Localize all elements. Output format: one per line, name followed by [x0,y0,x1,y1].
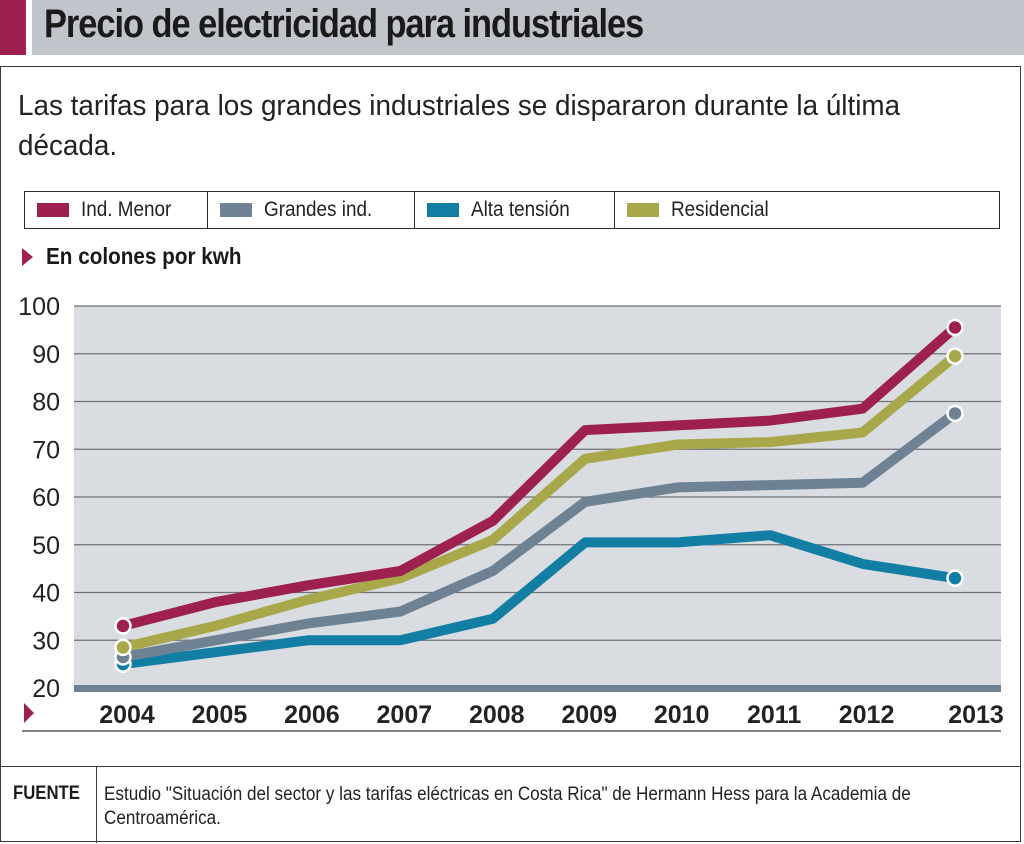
x-axis-triangle-icon [24,703,34,723]
source-label: FUENTE [13,783,80,804]
x-tick-label: 2012 [839,701,895,729]
series-line-ind-menor [118,322,960,631]
title-accent-bar [0,0,26,55]
chart-title: Precio de electricidad para industriales [44,2,644,46]
legend-label: Residencial [671,198,769,221]
x-axis-baseline [74,685,1001,692]
data-point-grandes-ind [946,404,964,423]
y-tick-label: 100 [18,293,60,321]
title-background [32,0,1024,55]
line-chart: 20 30 40 50 60 70 80 90 100 2004 2005 2006 2007 2008… [18,293,1004,732]
series-line-alta-tension [118,530,960,670]
x-tick-label: 2009 [561,701,617,729]
y-tick-label: 40 [32,580,60,608]
legend-item-alta-tension: Alta tensión [415,192,615,228]
y-tick-label: 80 [32,389,60,417]
data-point-residencial [114,638,132,657]
chart-subtitle: Las tarifas para los grandes industriale… [18,90,901,162]
y-tick-label: 20 [32,675,60,703]
x-tick-label: 2007 [377,701,433,729]
x-tick-label: 2008 [469,701,525,729]
data-point-ind-menor [114,617,132,635]
source-text: Estudio "Situación del sector y las tari… [104,784,911,829]
legend-swatch-ind-menor [37,203,69,217]
legend-item-ind-menor: Ind. Menor [25,192,208,228]
x-tick-label: 2006 [284,701,340,729]
legend-swatch-residencial [627,203,659,217]
data-point-alta-tension [946,569,964,587]
series-line-grandes-ind [118,408,960,662]
x-tick-label: 2013 [948,701,1004,729]
x-tick-label: 2011 [747,701,801,729]
legend-item-residencial: Residencial [615,192,999,228]
legend-label: Grandes ind. [264,198,373,221]
x-tick-label: 2005 [192,701,248,729]
data-point-residencial [946,347,964,365]
y-tick-label: 70 [32,436,60,464]
source-row: FUENTE Estudio "Situación del sector y l… [0,766,1021,843]
data-point-ind-menor [946,318,964,337]
unit-text: En colones por kwh [46,243,242,269]
legend-swatch-alta-tension [427,203,459,217]
title-bar: Precio de electricidad para industriales [0,0,1024,55]
chart-frame [0,66,1021,842]
triangle-marker-icon [22,247,33,266]
legend-label: Alta tensión [471,198,570,221]
legend-label: Ind. Menor [81,198,172,221]
series-line-residencial [118,351,960,653]
x-tick-label: 2010 [654,701,710,729]
legend-swatch-grandes-ind [220,203,252,217]
source-divider [96,767,98,843]
legend-item-grandes-ind: Grandes ind. [208,192,415,228]
y-tick-label: 60 [32,484,60,512]
x-tick-label: 2004 [99,701,155,729]
y-axis-unit-label: En colones por kwh [22,243,263,270]
y-tick-label: 30 [32,627,60,655]
legend: Ind. Menor Grandes ind. Alta tensión Res… [24,191,1000,229]
y-tick-label: 50 [32,532,60,560]
y-tick-label: 90 [32,341,60,369]
